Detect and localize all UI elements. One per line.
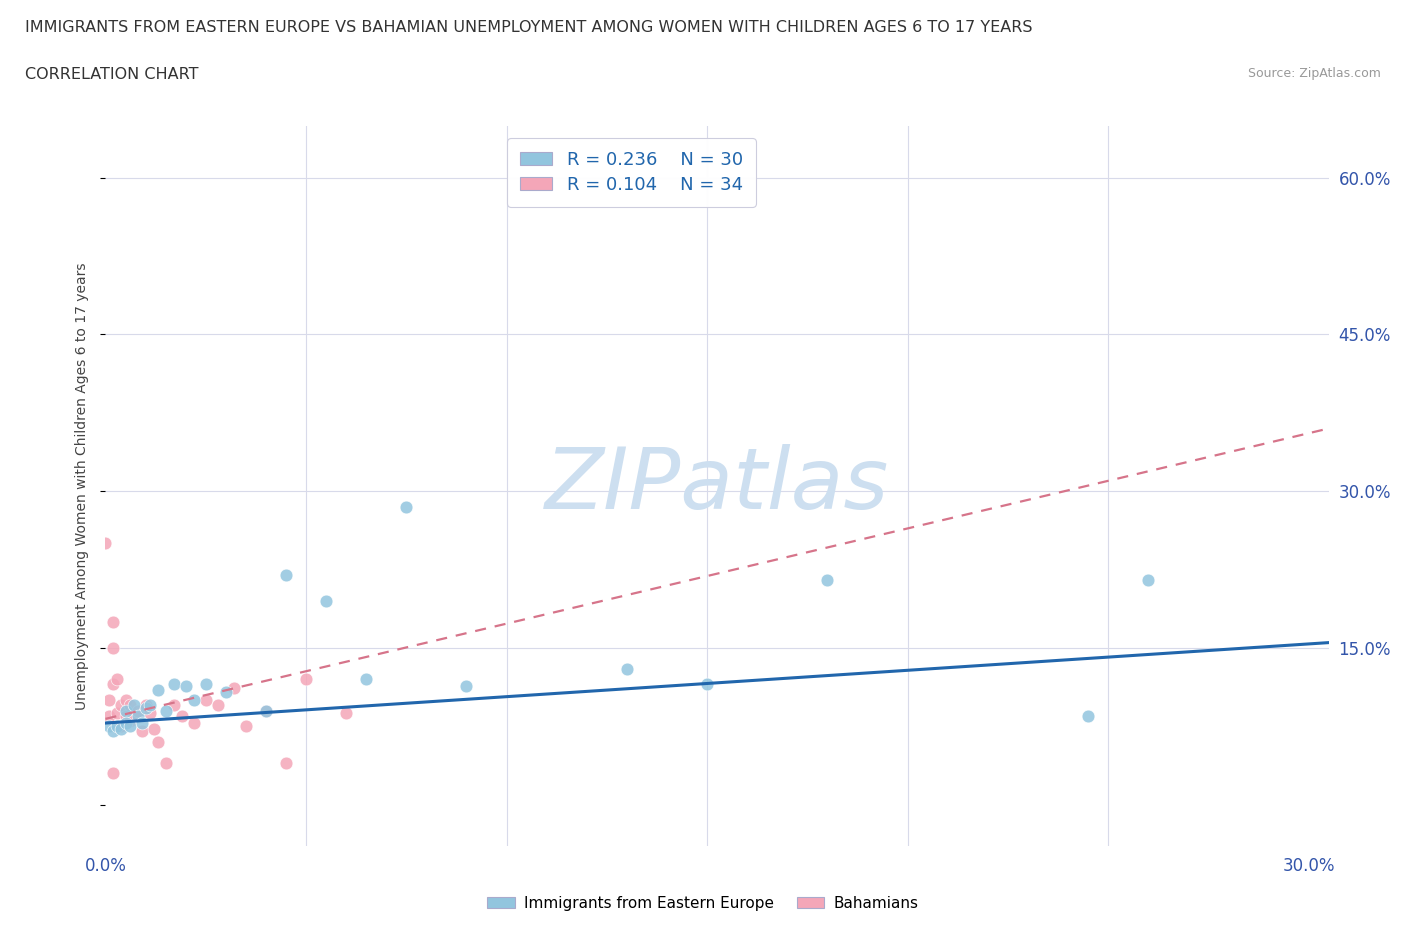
Point bbox=[616, 661, 638, 676]
Point bbox=[162, 698, 184, 712]
Point bbox=[94, 536, 117, 551]
Point bbox=[235, 719, 257, 734]
Point bbox=[110, 722, 132, 737]
Point bbox=[98, 719, 121, 734]
Point bbox=[174, 679, 197, 694]
Point bbox=[162, 677, 184, 692]
Point bbox=[118, 698, 141, 712]
Point bbox=[142, 722, 165, 737]
Point bbox=[110, 719, 132, 734]
Point bbox=[98, 693, 121, 708]
Point bbox=[456, 679, 478, 694]
Point bbox=[118, 719, 141, 734]
Text: IMMIGRANTS FROM EASTERN EUROPE VS BAHAMIAN UNEMPLOYMENT AMONG WOMEN WITH CHILDRE: IMMIGRANTS FROM EASTERN EUROPE VS BAHAMI… bbox=[25, 20, 1033, 35]
Point bbox=[1077, 709, 1099, 724]
Point bbox=[114, 703, 136, 718]
Point bbox=[215, 684, 238, 699]
Point bbox=[315, 593, 337, 608]
Point bbox=[135, 698, 157, 712]
Point bbox=[146, 735, 169, 750]
Point bbox=[107, 719, 129, 734]
Point bbox=[127, 703, 149, 718]
Point bbox=[122, 709, 145, 724]
Point bbox=[335, 705, 357, 720]
Point bbox=[170, 709, 193, 724]
Point bbox=[254, 703, 277, 718]
Point bbox=[103, 641, 125, 656]
Point bbox=[146, 683, 169, 698]
Point bbox=[696, 677, 718, 692]
Point bbox=[183, 693, 205, 708]
Point bbox=[131, 715, 153, 730]
Y-axis label: Unemployment Among Women with Children Ages 6 to 17 years: Unemployment Among Women with Children A… bbox=[75, 262, 89, 710]
Point bbox=[183, 715, 205, 730]
Point bbox=[155, 703, 177, 718]
Point bbox=[207, 698, 229, 712]
Point bbox=[1137, 573, 1160, 588]
Point bbox=[222, 680, 245, 695]
Text: CORRELATION CHART: CORRELATION CHART bbox=[25, 67, 198, 82]
Text: Source: ZipAtlas.com: Source: ZipAtlas.com bbox=[1247, 67, 1381, 80]
Point bbox=[138, 698, 160, 712]
Point bbox=[354, 671, 377, 686]
Point bbox=[395, 499, 418, 514]
Point bbox=[127, 709, 149, 724]
Legend: R = 0.236    N = 30, R = 0.104    N = 34: R = 0.236 N = 30, R = 0.104 N = 34 bbox=[508, 139, 755, 206]
Point bbox=[131, 724, 153, 738]
Point bbox=[274, 567, 297, 582]
Point bbox=[274, 755, 297, 770]
Point bbox=[107, 671, 129, 686]
Point bbox=[155, 755, 177, 770]
Point bbox=[138, 705, 160, 720]
Point bbox=[815, 573, 838, 588]
Point bbox=[107, 705, 129, 720]
Point bbox=[114, 715, 136, 730]
Legend: Immigrants from Eastern Europe, Bahamians: Immigrants from Eastern Europe, Bahamian… bbox=[481, 890, 925, 917]
Point bbox=[295, 671, 318, 686]
Point bbox=[135, 701, 157, 716]
Point bbox=[98, 709, 121, 724]
Point bbox=[103, 765, 125, 780]
Point bbox=[194, 677, 217, 692]
Point bbox=[122, 698, 145, 712]
Point bbox=[254, 703, 277, 718]
Point bbox=[114, 693, 136, 708]
Point bbox=[118, 713, 141, 728]
Point bbox=[103, 677, 125, 692]
Point bbox=[114, 709, 136, 724]
Point bbox=[103, 724, 125, 738]
Point bbox=[110, 698, 132, 712]
Point bbox=[103, 615, 125, 630]
Text: ZIPatlas: ZIPatlas bbox=[546, 445, 889, 527]
Point bbox=[194, 693, 217, 708]
